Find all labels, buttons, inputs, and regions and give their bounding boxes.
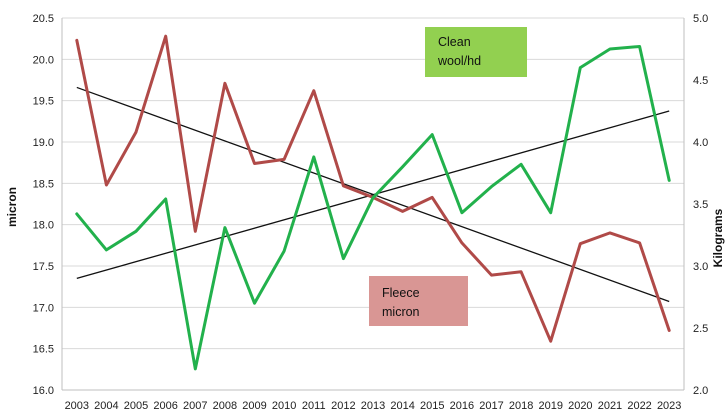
x-tick-label: 2020: [568, 400, 592, 412]
right-axis-ticks: 2.0 2.5 3.0 3.5 4.0 4.5 5.0: [693, 13, 708, 397]
left-tick-label: 19.0: [33, 137, 54, 149]
right-tick-label: 5.0: [693, 13, 708, 25]
left-tick-label: 19.5: [33, 96, 54, 108]
clean-wool-label-line1: Clean: [438, 35, 471, 49]
x-tick-label: 2008: [213, 400, 237, 412]
right-tick-label: 2.0: [693, 385, 708, 397]
series-lines: [75, 34, 671, 371]
left-tick-label: 16.0: [33, 385, 54, 397]
right-tick-label: 3.5: [693, 199, 708, 211]
right-tick-label: 2.5: [693, 323, 708, 335]
fleece-micron-label-line1: Fleece: [382, 286, 420, 300]
x-tick-label: 2005: [124, 400, 148, 412]
series-line-clean-wool-hd: [75, 45, 671, 371]
x-tick-label: 2012: [331, 400, 355, 412]
left-tick-label: 16.5: [33, 344, 54, 356]
right-tick-label: 3.0: [693, 261, 708, 273]
x-tick-label: 2006: [153, 400, 177, 412]
x-tick-label: 2007: [183, 400, 207, 412]
plot-area: [61, 18, 685, 391]
x-axis-ticks: 2003 2004 2005 2006 2007 2008 2009 2010 2011 2012…: [65, 400, 682, 412]
left-axis-ticks: 16.0 16.5 17.0 17.5 18.0 18.5 19.0 19.5 20.0 20.5: [33, 13, 54, 397]
x-tick-label: 2003: [65, 400, 89, 412]
x-tick-label: 2013: [361, 400, 385, 412]
fleece-micron-label-line2: micron: [382, 305, 420, 319]
trendlines: [76, 86, 670, 303]
left-tick-label: 17.0: [33, 302, 54, 314]
x-tick-label: 2019: [538, 400, 562, 412]
x-tick-label: 2018: [509, 400, 533, 412]
left-tick-label: 20.0: [33, 54, 54, 66]
left-tick-label: 17.5: [33, 261, 54, 273]
left-tick-label: 20.5: [33, 13, 54, 25]
x-tick-label: 2017: [479, 400, 503, 412]
x-tick-label: 2010: [272, 400, 296, 412]
x-tick-label: 2022: [627, 400, 651, 412]
x-tick-label: 2023: [657, 400, 681, 412]
x-tick-label: 2014: [390, 400, 414, 412]
right-axis-title: Kilograms: [711, 208, 725, 267]
gridlines: [62, 17, 684, 391]
left-tick-label: 18.0: [33, 220, 54, 232]
left-tick-label: 18.5: [33, 178, 54, 190]
x-tick-label: 2015: [420, 400, 444, 412]
x-tick-label: 2004: [94, 400, 118, 412]
trendline-clean-wool-hd: [76, 110, 670, 280]
x-tick-label: 2011: [302, 400, 326, 412]
fleece-micron-label: Fleece micron: [369, 276, 468, 326]
left-axis-title: micron: [5, 187, 19, 227]
clean-wool-label-line2: wool/hd: [437, 54, 481, 68]
right-tick-label: 4.0: [693, 137, 708, 149]
right-tick-label: 4.5: [693, 75, 708, 87]
x-tick-label: 2016: [450, 400, 474, 412]
x-tick-label: 2021: [598, 400, 622, 412]
x-tick-label: 2009: [242, 400, 266, 412]
clean-wool-label: Clean wool/hd: [425, 27, 527, 77]
